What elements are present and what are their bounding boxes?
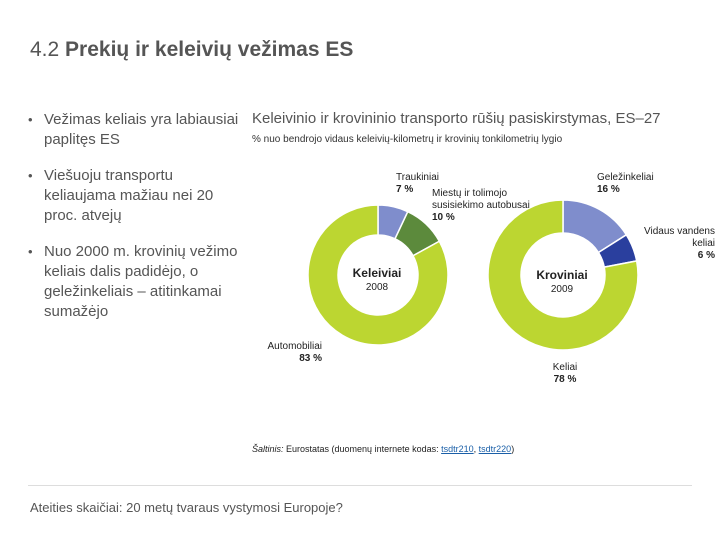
donut-slice-kroviniai-2 (487, 199, 639, 351)
source-text: Eurostatas (duomenų internete kodas: (283, 444, 442, 454)
bullet-item: Nuo 2000 m. krovinių vežimo keliais dali… (28, 242, 243, 322)
footer-text: Ateities skaičiai: 20 metų tvaraus vysty… (30, 500, 343, 515)
bullet-list: Vežimas keliais yra labiausiai paplitęs … (28, 110, 243, 338)
slice-label-vidaus-vandens: Vidaus vandens keliai 6 % (644, 226, 715, 261)
source-link-tsdtr220[interactable]: tsdtr220 (478, 444, 512, 454)
slice-label-gelezinkeliai: Geležinkeliai 16 % (597, 172, 654, 195)
donut-slice-keleiviai-2 (307, 204, 449, 346)
chart-title: Keleivinio ir krovininio transporto rūši… (252, 110, 661, 127)
slice-label-keliai: Keliai 78 % (552, 362, 578, 385)
source-link-tsdtr210[interactable]: tsdtr210 (441, 444, 474, 454)
bullet-item: Viešuoju transportu keliaujama mažiau ne… (28, 166, 243, 226)
chart-subtitle: % nuo bendrojo vidaus keleivių-kilometrų… (252, 134, 563, 145)
bullet-item: Vežimas keliais yra labiausiai paplitęs … (28, 110, 243, 150)
donut-center-year: 2009 (550, 284, 574, 295)
footer-divider (28, 485, 692, 486)
donut-center-name: Keleiviai (352, 266, 402, 280)
slide-title-text: Prekių ir keleivių vežimas ES (65, 38, 354, 61)
slice-label-traukiniai: Traukiniai 7 % (396, 172, 439, 195)
donut-center-name: Kroviniai (536, 268, 588, 282)
source-prefix: Šaltinis: (252, 444, 284, 454)
source-note: Šaltinis: Eurostatas (duomenų internete … (252, 444, 515, 454)
slide-title-number: 4.2 (30, 38, 60, 61)
donut-center-year: 2008 (365, 282, 389, 293)
slide-title: 4.2 Prekių ir keleivių vežimas ES (30, 38, 353, 62)
slice-label-automobiliai: Automobiliai 83 % (267, 341, 322, 364)
slice-label-autobusai: Miestų ir tolimojo susisiekimo autobusai… (432, 188, 530, 223)
